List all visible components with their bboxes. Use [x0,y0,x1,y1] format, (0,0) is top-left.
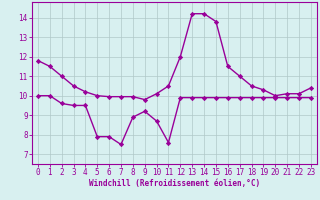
X-axis label: Windchill (Refroidissement éolien,°C): Windchill (Refroidissement éolien,°C) [89,179,260,188]
